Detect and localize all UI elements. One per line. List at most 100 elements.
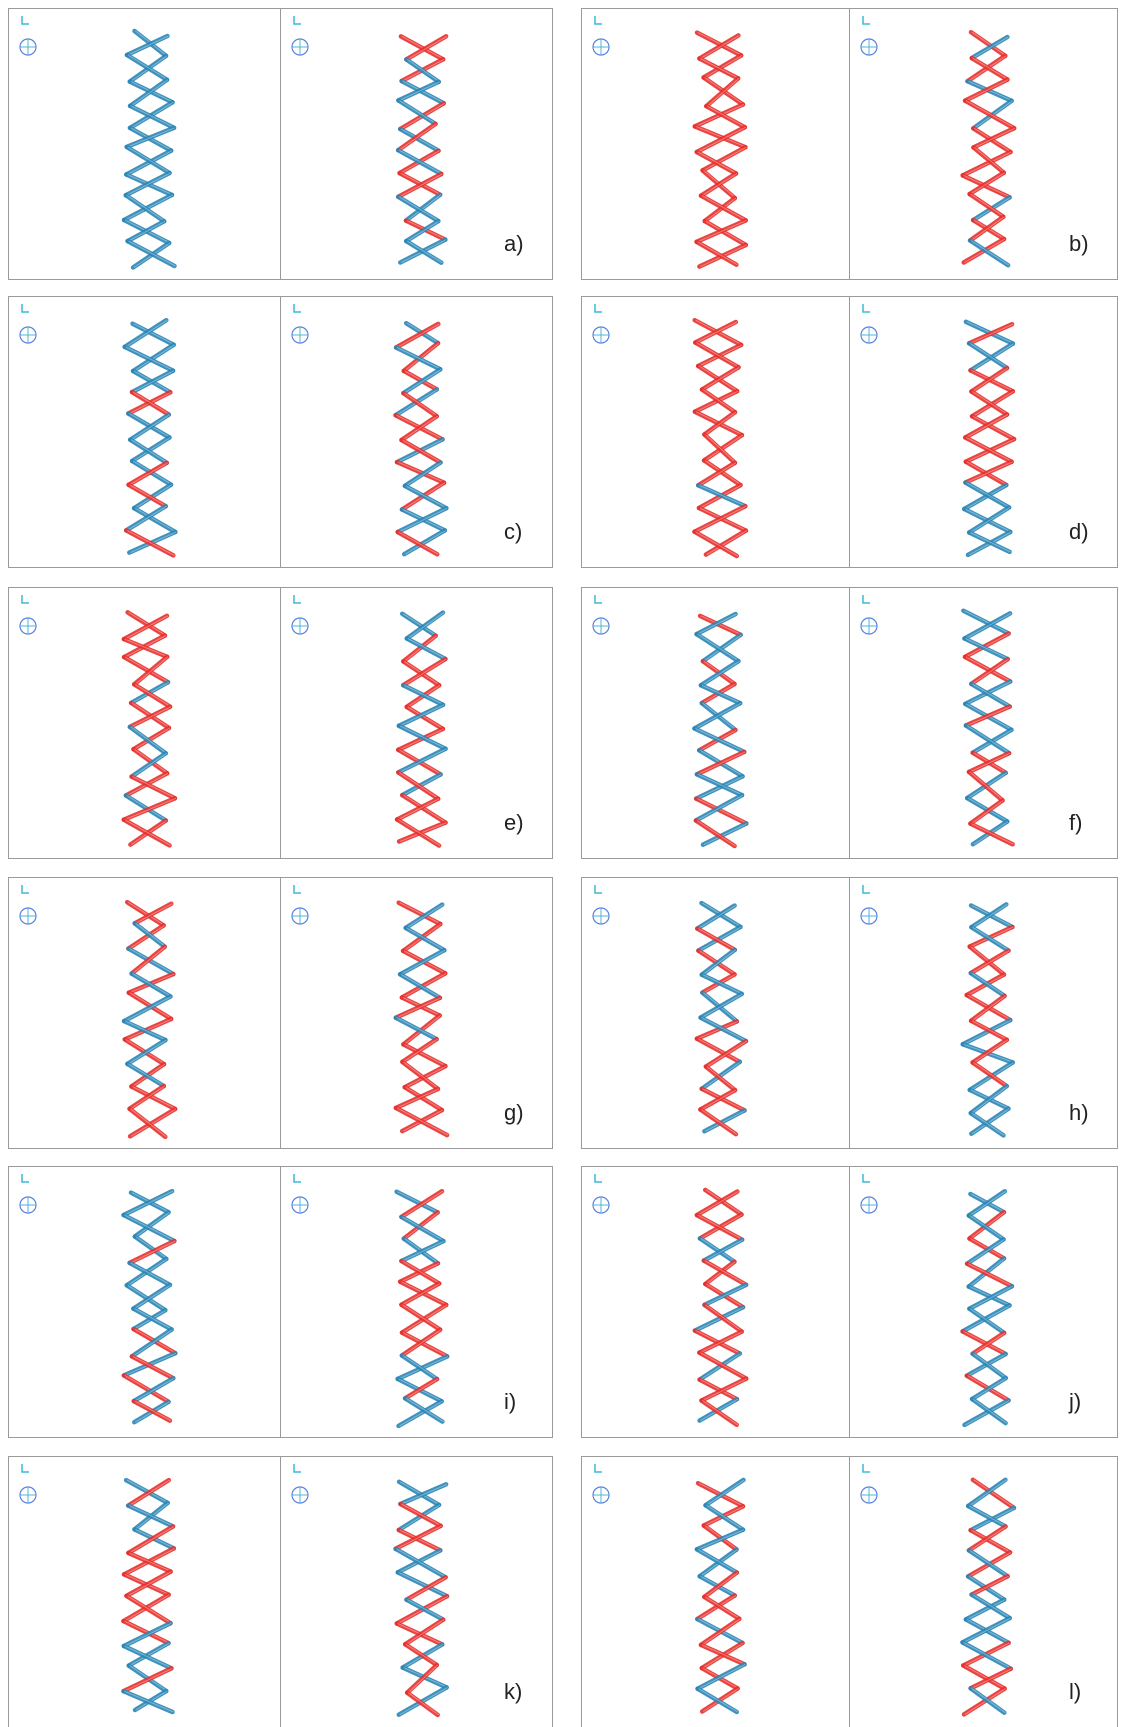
axis-icon bbox=[293, 16, 301, 25]
axis-icon bbox=[21, 16, 29, 25]
strand bbox=[131, 682, 173, 709]
strand-highlight bbox=[402, 439, 442, 463]
strand-highlight bbox=[128, 240, 176, 267]
strand bbox=[697, 1377, 740, 1402]
strand bbox=[127, 1106, 178, 1139]
strand bbox=[129, 1354, 176, 1381]
strand-highlight bbox=[695, 125, 747, 148]
strand bbox=[969, 34, 1010, 61]
strand bbox=[702, 409, 738, 437]
view-icon-cross bbox=[20, 39, 36, 55]
strand bbox=[697, 613, 743, 638]
strand bbox=[968, 368, 1016, 394]
strand bbox=[394, 817, 442, 848]
strand bbox=[396, 98, 438, 127]
strand-highlight bbox=[135, 903, 173, 924]
strand-highlight bbox=[124, 656, 170, 683]
strand-highlight bbox=[969, 1215, 1005, 1240]
strand bbox=[403, 238, 444, 265]
strand bbox=[694, 1547, 740, 1575]
axis-icon bbox=[21, 595, 29, 604]
strand-highlight bbox=[696, 798, 748, 824]
strand-highlight bbox=[963, 1330, 1007, 1355]
axis-icon bbox=[293, 1174, 301, 1183]
strand-highlight bbox=[396, 1088, 440, 1109]
strand bbox=[963, 480, 1012, 510]
strand-highlight bbox=[965, 612, 1012, 639]
strand bbox=[126, 460, 169, 488]
strand bbox=[698, 658, 741, 688]
view-icon-cross bbox=[593, 908, 609, 924]
strand-highlight bbox=[128, 1505, 175, 1527]
strand bbox=[961, 1686, 1007, 1717]
strand bbox=[129, 435, 172, 464]
strand-highlight bbox=[126, 172, 171, 196]
strand-highlight bbox=[973, 1479, 1016, 1509]
strand bbox=[126, 923, 166, 951]
strand-highlight bbox=[971, 1687, 1006, 1714]
strand-highlight bbox=[702, 1088, 746, 1111]
strand bbox=[963, 459, 1014, 485]
strand bbox=[129, 774, 178, 801]
strand-highlight bbox=[403, 794, 447, 824]
strand-highlight bbox=[402, 80, 445, 104]
strand-highlight bbox=[134, 683, 172, 708]
strand-highlight bbox=[968, 1505, 1007, 1527]
strand-highlight bbox=[403, 1038, 438, 1063]
strand-highlight bbox=[124, 797, 177, 821]
axis-icon bbox=[21, 885, 29, 894]
strand-highlight bbox=[701, 1089, 737, 1110]
strand bbox=[125, 1503, 176, 1529]
strand-highlight bbox=[402, 1260, 441, 1284]
strand bbox=[123, 503, 168, 533]
strand-highlight bbox=[132, 946, 167, 974]
strand-highlight bbox=[705, 1304, 743, 1333]
strand-highlight bbox=[971, 1529, 1012, 1553]
strand bbox=[395, 1570, 450, 1599]
strand bbox=[960, 149, 1013, 178]
strand-highlight bbox=[697, 1038, 741, 1063]
strand bbox=[970, 1037, 1010, 1065]
strand bbox=[699, 365, 741, 392]
strand bbox=[125, 219, 167, 244]
panel: k) bbox=[8, 1456, 553, 1727]
strand-highlight bbox=[967, 1238, 1005, 1265]
strand bbox=[967, 214, 1006, 243]
strand bbox=[967, 238, 1011, 268]
view-icon-cross bbox=[861, 908, 877, 924]
strand-highlight bbox=[969, 342, 1009, 369]
strand bbox=[968, 970, 1007, 999]
strand-highlight bbox=[965, 633, 1010, 658]
strand-highlight bbox=[130, 726, 167, 754]
strand bbox=[969, 1106, 1011, 1136]
strand-highlight bbox=[701, 660, 740, 686]
strand bbox=[699, 972, 744, 997]
strand bbox=[399, 1302, 443, 1332]
view-icon-cross bbox=[20, 908, 36, 924]
strand-highlight bbox=[127, 1595, 172, 1624]
strand-highlight bbox=[407, 1576, 447, 1601]
strand bbox=[699, 1398, 739, 1428]
strand bbox=[399, 1330, 450, 1359]
strand bbox=[969, 902, 1009, 930]
strand bbox=[698, 991, 744, 1020]
strand-highlight bbox=[969, 323, 1014, 344]
strand bbox=[694, 1189, 740, 1218]
strand bbox=[697, 1329, 744, 1355]
axis-icon bbox=[862, 595, 870, 604]
strand bbox=[402, 1084, 445, 1113]
strand bbox=[694, 239, 739, 267]
strand-highlight bbox=[130, 1240, 176, 1264]
strand-highlight bbox=[969, 1190, 1007, 1216]
strand bbox=[962, 636, 1010, 662]
strand-highlight bbox=[134, 1308, 173, 1330]
strand bbox=[961, 1663, 1007, 1691]
strand bbox=[393, 1015, 439, 1042]
strand-highlight bbox=[973, 1353, 1007, 1379]
strand-highlight bbox=[396, 347, 442, 370]
strand bbox=[969, 1592, 1012, 1621]
strand-highlight bbox=[973, 219, 1006, 240]
strand-highlight bbox=[132, 752, 167, 778]
strand-highlight bbox=[972, 36, 1009, 59]
strand-highlight bbox=[695, 702, 742, 729]
